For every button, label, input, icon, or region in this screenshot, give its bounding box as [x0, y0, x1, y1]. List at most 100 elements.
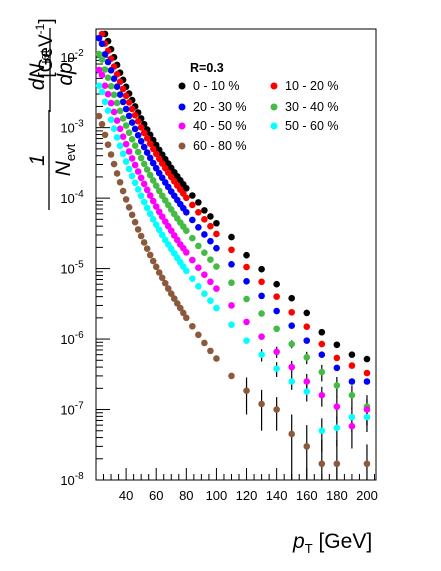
data-point — [243, 318, 250, 326]
data-point — [149, 216, 157, 223]
data-point — [104, 74, 112, 81]
data-point — [119, 115, 127, 122]
y-tick-label: 10-3 — [60, 119, 84, 136]
data-point — [119, 85, 127, 93]
data-point — [119, 98, 127, 106]
data-point — [143, 204, 151, 212]
data-point — [201, 271, 208, 278]
data-point — [303, 443, 311, 450]
y-tick-label: 10-4 — [60, 189, 84, 206]
data-point — [183, 208, 190, 216]
data-point — [183, 227, 190, 234]
data-point — [152, 221, 160, 228]
data-point — [119, 133, 127, 141]
data-point — [207, 297, 214, 305]
data-point — [110, 125, 118, 132]
data-point — [116, 91, 124, 98]
data-point — [146, 192, 154, 199]
data-point — [189, 256, 196, 264]
error-bars — [245, 340, 368, 480]
data-point — [131, 218, 139, 226]
data-point — [143, 166, 151, 173]
data-point — [140, 180, 148, 188]
data-point — [113, 170, 121, 177]
data-point — [98, 40, 106, 48]
data-point — [363, 369, 371, 377]
y-tick-label: 10-6 — [60, 330, 84, 347]
y-axis-title-derivative: dNjet dpT — [26, 28, 80, 112]
data-point — [143, 245, 151, 252]
data-point — [128, 211, 136, 219]
data-point — [189, 201, 196, 209]
data-point — [243, 278, 250, 285]
data-point — [288, 363, 295, 371]
data-point — [303, 309, 311, 317]
x-tick-label: 80 — [179, 488, 193, 503]
data-point — [104, 90, 112, 98]
data-point — [303, 337, 311, 344]
data-point — [98, 56, 106, 63]
data-point — [243, 337, 250, 344]
data-point — [273, 325, 280, 333]
data-point — [195, 264, 202, 271]
data-point — [228, 261, 235, 268]
legend-label: 40 - 50 % — [193, 119, 247, 133]
data-point — [243, 387, 250, 395]
x-tick-label: 100 — [206, 488, 228, 503]
data-point — [170, 295, 178, 302]
data-point — [140, 198, 148, 206]
data-point — [149, 197, 157, 205]
data-point — [195, 224, 202, 231]
legend-marker — [178, 122, 186, 130]
data-point — [107, 99, 115, 107]
data-point — [183, 267, 190, 275]
data-point — [152, 150, 160, 158]
y-axis-title: 1 Nevt — [26, 110, 78, 210]
data-point — [155, 226, 163, 234]
data-point — [143, 186, 151, 194]
data-point — [243, 263, 250, 271]
y-tick-label: 10-5 — [60, 260, 84, 277]
data-point — [155, 269, 163, 276]
data-point — [258, 333, 265, 341]
data-point — [116, 142, 124, 150]
data-point — [303, 378, 311, 385]
data-point — [107, 67, 115, 74]
data-point — [333, 460, 341, 468]
data-point — [146, 171, 154, 179]
data-point — [155, 208, 163, 216]
data-point — [201, 207, 208, 214]
y-title-one: 1 — [26, 154, 49, 166]
data-point — [104, 141, 112, 148]
data-point — [107, 116, 115, 123]
data-point — [155, 169, 163, 177]
data-point — [318, 340, 326, 348]
data-point — [149, 257, 157, 265]
data-point — [152, 203, 160, 210]
data-point — [146, 210, 154, 218]
data-point — [363, 413, 371, 421]
data-point — [303, 354, 311, 361]
data-point — [288, 308, 295, 316]
data-point — [137, 154, 145, 162]
data-point — [101, 131, 109, 139]
data-point — [207, 347, 214, 355]
data-point — [273, 293, 280, 300]
data-point — [318, 391, 326, 399]
data-point — [134, 118, 142, 125]
data-point — [125, 148, 133, 155]
legend-marker — [270, 82, 278, 90]
data-point — [333, 403, 341, 410]
data-point — [122, 158, 130, 165]
data-point — [116, 178, 124, 186]
data-point — [333, 341, 341, 349]
data-point — [137, 232, 145, 240]
data-point — [128, 172, 136, 180]
data-point — [201, 290, 208, 298]
data-point — [183, 249, 190, 256]
data-point — [207, 278, 214, 286]
data-point — [348, 391, 356, 399]
legend-marker — [178, 142, 186, 150]
x-tick-label: 60 — [149, 488, 163, 503]
data-point — [258, 278, 265, 286]
